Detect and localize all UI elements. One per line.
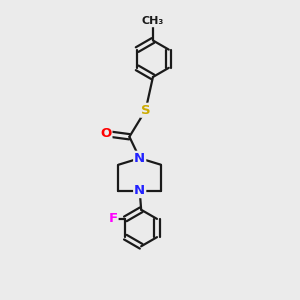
Text: N: N [134, 152, 145, 165]
Text: CH₃: CH₃ [142, 16, 164, 26]
Text: S: S [141, 104, 150, 117]
Text: O: O [100, 127, 112, 140]
Text: N: N [134, 184, 145, 197]
Text: F: F [108, 212, 118, 225]
